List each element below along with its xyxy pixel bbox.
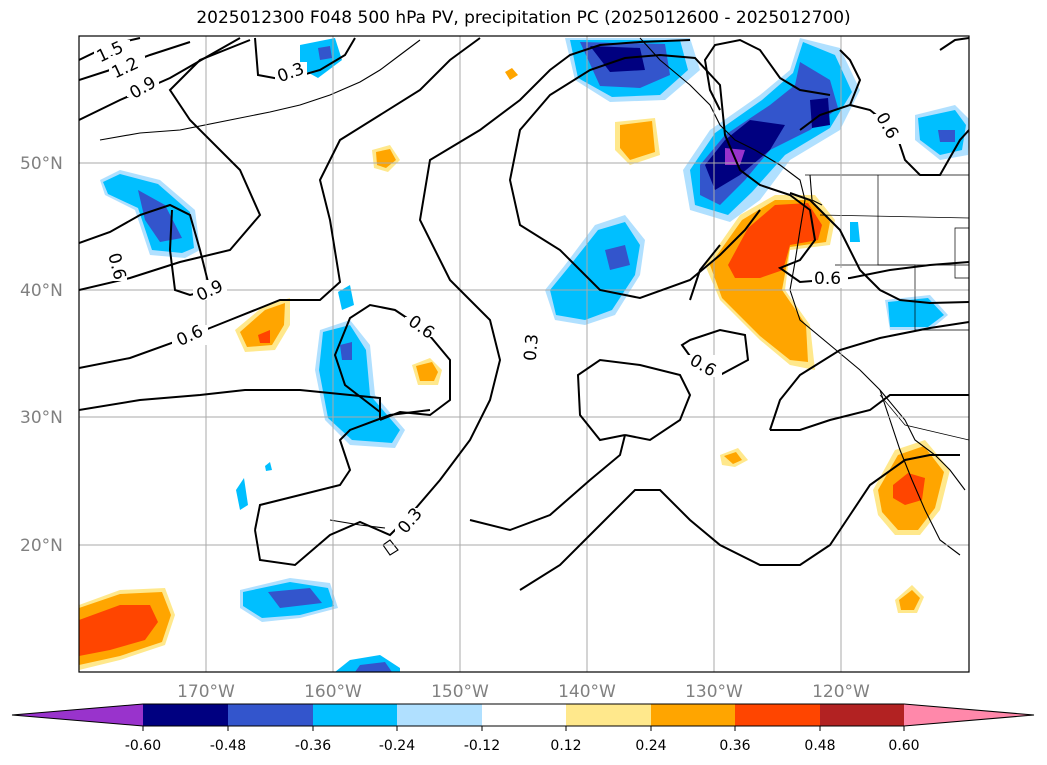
pv-contours bbox=[79, 37, 969, 591]
positive-region-scattered bbox=[79, 68, 950, 670]
lon-label-170w: 170°W bbox=[177, 682, 235, 702]
lon-label-120w: 120°W bbox=[812, 682, 870, 702]
colorbar-tick-label: -0.24 bbox=[379, 738, 415, 754]
contour-labels: 1.5 1.2 0.9 0.3 0.6 0.9 0.6 0.6 0.3 0.3 bbox=[94, 38, 902, 538]
lat-label-20n: 20°N bbox=[20, 536, 63, 556]
colorbar-tick-label: 0.36 bbox=[719, 738, 750, 754]
colorbar-segment bbox=[735, 704, 820, 726]
lon-label-130w: 130°W bbox=[685, 682, 743, 702]
colorbar-segment bbox=[313, 704, 397, 726]
colorbar-segment bbox=[651, 704, 735, 726]
map-title: 2025012300 F048 500 hPa PV, precipitatio… bbox=[196, 8, 851, 28]
map-frame bbox=[78, 35, 970, 673]
colorbar-tick-label: 0.60 bbox=[888, 738, 919, 754]
lon-label-140w: 140°W bbox=[558, 682, 616, 702]
colorbar-tick-label: -0.12 bbox=[464, 738, 500, 754]
lon-label-160w: 160°W bbox=[304, 682, 362, 702]
lon-label-150w: 150°W bbox=[431, 682, 489, 702]
colorbar-segment bbox=[228, 704, 313, 726]
lat-label-30n: 30°N bbox=[20, 408, 63, 428]
colorbar: -0.60 -0.48 -0.36 -0.24 -0.12 0.12 0.24 … bbox=[11, 703, 1035, 754]
contour-label: 0.6 bbox=[814, 269, 841, 289]
precipitation-shading bbox=[79, 38, 969, 672]
borders bbox=[805, 174, 969, 441]
longitude-labels: 170°W 160°W 150°W 140°W 130°W 120°W bbox=[177, 682, 870, 702]
colorbar-tick-label: 0.12 bbox=[550, 738, 581, 754]
colorbar-segment bbox=[566, 704, 651, 726]
lat-label-50n: 50°N bbox=[20, 154, 63, 174]
negative-region-alaska-bc bbox=[565, 38, 860, 222]
colorbar-segment bbox=[143, 704, 228, 726]
colorbar-tick-label: 0.24 bbox=[635, 738, 666, 754]
colorbar-segment bbox=[397, 704, 482, 726]
colorbar-segment bbox=[482, 704, 566, 726]
map-panel: 1.5 1.2 0.9 0.3 0.6 0.9 0.6 0.6 0.3 0.3 bbox=[78, 35, 970, 673]
colorbar-tick-label: 0.48 bbox=[804, 738, 835, 754]
latitude-labels: 50°N 40°N 30°N 20°N bbox=[20, 154, 63, 556]
colorbar-tick-label: -0.60 bbox=[125, 738, 161, 754]
colorbar-tick-label: -0.48 bbox=[210, 738, 246, 754]
colorbar-extend-low bbox=[12, 704, 143, 726]
contour-label: 0.3 bbox=[521, 333, 543, 362]
colorbar-extend-high bbox=[904, 704, 1034, 726]
lat-label-40n: 40°N bbox=[20, 281, 63, 301]
colorbar-tick-label: -0.36 bbox=[295, 738, 331, 754]
colorbar-segment bbox=[820, 704, 904, 726]
